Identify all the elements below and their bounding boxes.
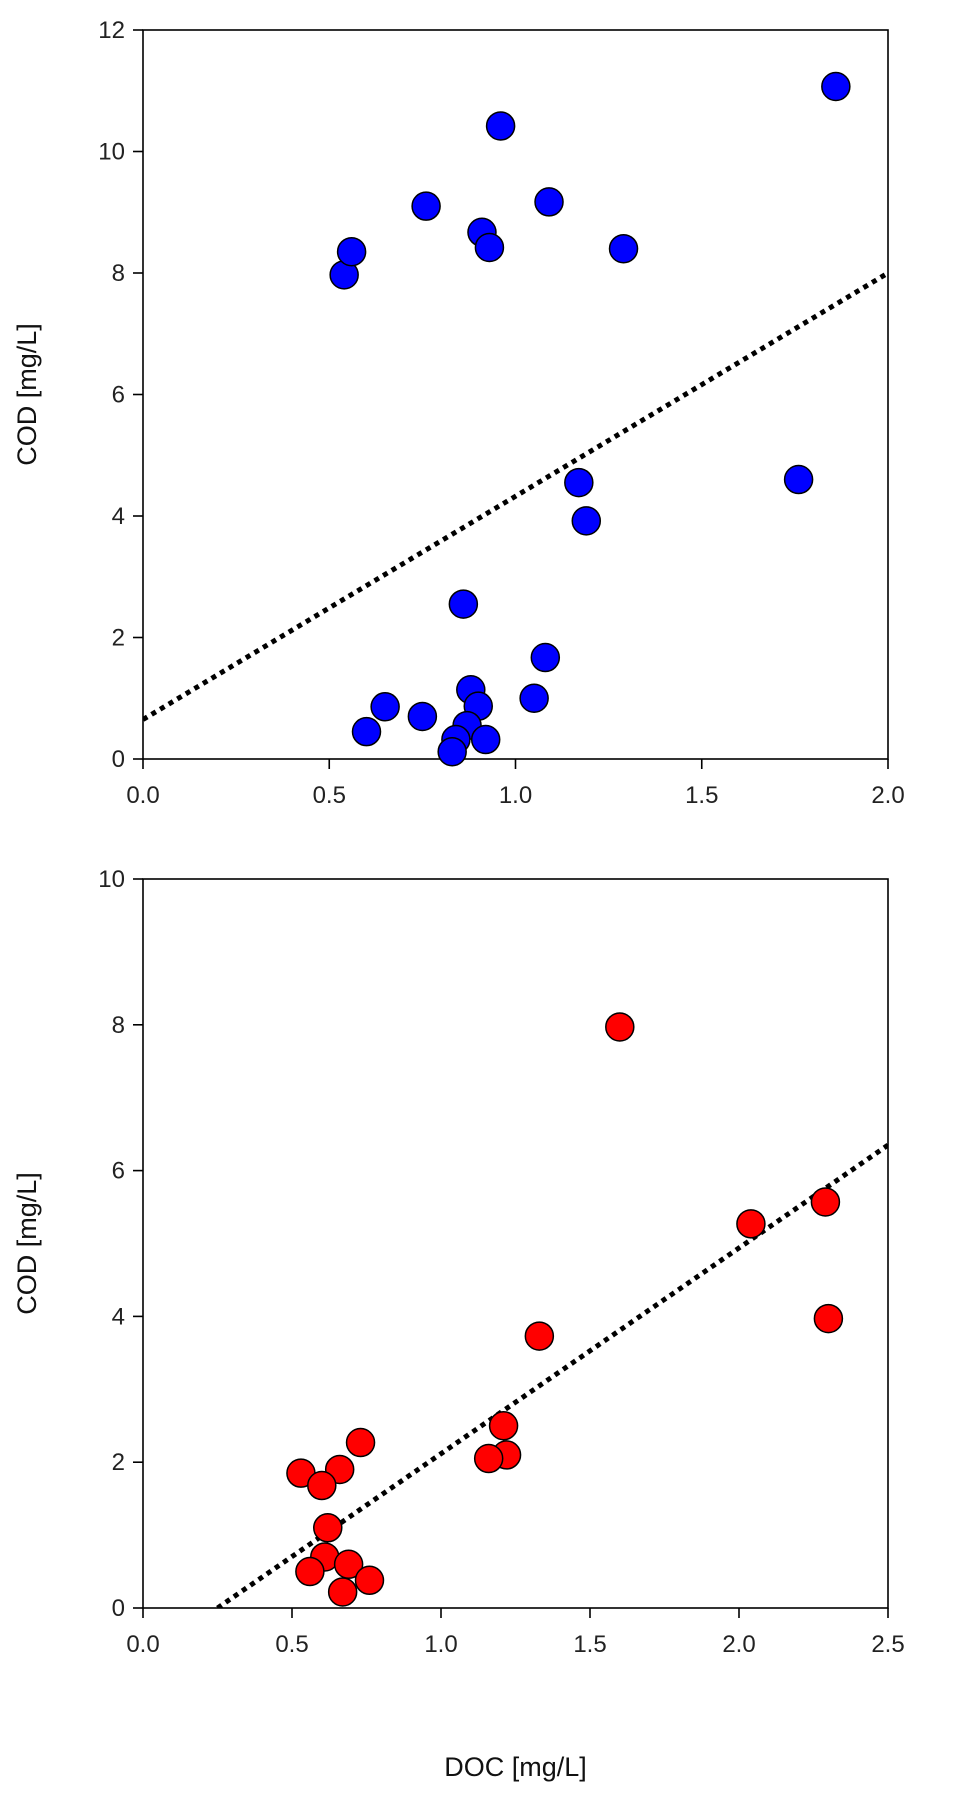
bottom-data-point [473, 1443, 504, 1474]
top-y-tick-label: 12 [98, 17, 125, 44]
bottom-x-tick-label: 0.0 [126, 1631, 159, 1658]
bottom-x-tick-label: 1.5 [573, 1631, 606, 1658]
bottom-x-axis-title: DOC [mg/L] [444, 1752, 587, 1782]
bottom-data-point [354, 1565, 385, 1596]
top-data-point [370, 692, 400, 722]
bottom-y-tick-label: 4 [112, 1303, 125, 1330]
bottom-y-tick-label: 8 [112, 1012, 125, 1039]
bottom-data-point [313, 1513, 343, 1543]
bottom-y-tick-label: 10 [98, 866, 125, 893]
bottom-data-point [524, 1321, 555, 1351]
top-data-point [351, 716, 382, 747]
chart-top-panel: 0 2 4 6 8 10 12 0.0 0.5 1.0 1.5 2.0 COD [mg/L] [12, 17, 905, 809]
top-y-axis-title: COD [mg/L] [12, 323, 42, 466]
top-data-point [530, 642, 561, 673]
top-y-tick-label: 0 [112, 746, 125, 773]
bottom-data-point [295, 1556, 325, 1587]
bottom-data-point [345, 1427, 376, 1458]
top-y-tick-label: 6 [112, 382, 125, 409]
bottom-data-point [333, 1549, 364, 1580]
top-data-point [474, 232, 505, 263]
top-y-tick-label: 10 [98, 139, 125, 166]
bottom-data-point [810, 1187, 841, 1217]
top-data-point [470, 724, 501, 755]
bottom-x-tick-label: 2.0 [722, 1631, 755, 1658]
top-data-point [608, 233, 639, 264]
bottom-data-point [488, 1411, 519, 1441]
bottom-data-point [327, 1577, 358, 1607]
bottom-plot-frame [142, 878, 889, 1609]
top-data-point [485, 111, 516, 141]
top-data-point [564, 467, 594, 498]
top-data-point [571, 506, 602, 536]
top-data-point [821, 71, 851, 102]
bottom-y-tick-label: 2 [112, 1449, 125, 1476]
top-data-point [448, 589, 479, 619]
top-x-tick-label: 2.0 [871, 782, 904, 809]
bottom-y-tick-label: 0 [112, 1595, 125, 1622]
chart-bottom-panel: 0 2 4 6 8 10 0.0 0.5 1.0 1.5 2.0 2.5 COD [mg/L] DOC [… [12, 866, 905, 1782]
bottom-x-tick-label: 0.5 [275, 1631, 308, 1658]
bottom-x-tick-label: 2.5 [871, 1631, 904, 1658]
top-data-point [783, 464, 814, 495]
bottom-data-point [813, 1303, 844, 1334]
top-data-point [411, 191, 441, 221]
bottom-data-point [605, 1012, 635, 1042]
top-x-tick-label: 0.0 [126, 782, 159, 809]
top-data-point [437, 736, 467, 767]
bottom-y-axis-title: COD [mg/L] [12, 1172, 42, 1315]
top-x-tick-label: 0.5 [313, 782, 346, 809]
top-data-point [519, 683, 549, 713]
top-y-tick-label: 8 [112, 260, 125, 287]
top-x-tick-label: 1.5 [685, 782, 718, 809]
top-y-tick-label: 4 [112, 503, 125, 530]
top-data-point [336, 236, 367, 267]
top-data-point [407, 701, 438, 732]
bottom-y-tick-label: 6 [112, 1158, 125, 1185]
top-trend-line [143, 270, 888, 722]
bottom-x-tick-label: 1.0 [424, 1631, 457, 1658]
top-x-tick-label: 1.0 [499, 782, 532, 809]
bottom-data-point [307, 1470, 337, 1501]
top-y-tick-label: 2 [112, 625, 125, 652]
bottom-data-point [736, 1209, 766, 1239]
top-data-point [534, 187, 564, 217]
